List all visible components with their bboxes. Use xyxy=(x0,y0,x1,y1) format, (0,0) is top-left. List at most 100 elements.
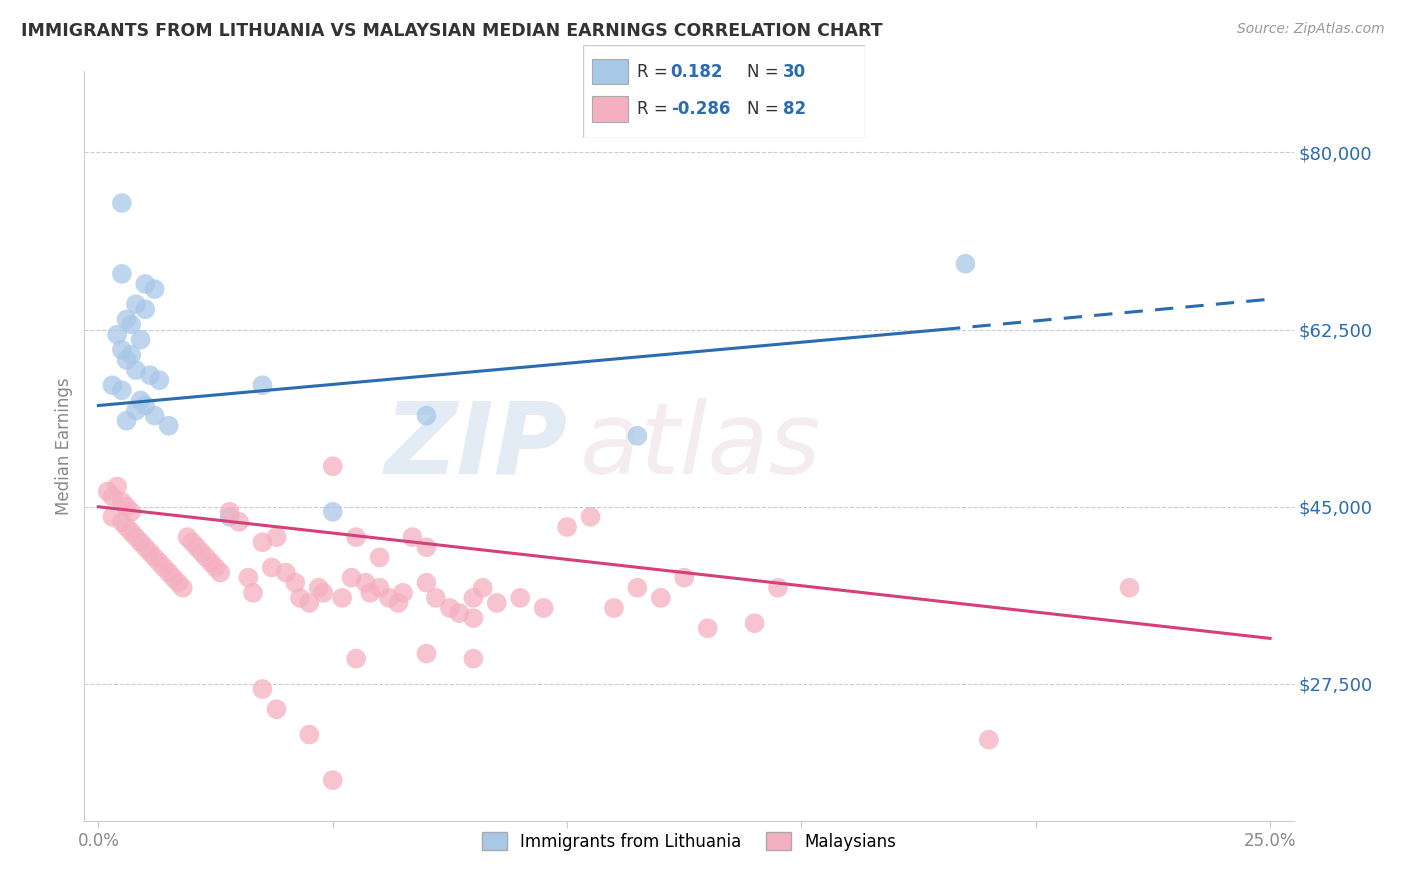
Text: ZIP: ZIP xyxy=(385,398,568,494)
Point xyxy=(425,591,447,605)
Point xyxy=(195,550,218,565)
Point xyxy=(218,505,240,519)
Point xyxy=(322,505,344,519)
Point xyxy=(322,459,344,474)
Text: 30: 30 xyxy=(783,62,806,80)
Point xyxy=(162,571,184,585)
Point xyxy=(673,571,696,585)
Point xyxy=(252,535,274,549)
Point xyxy=(204,560,226,574)
Point xyxy=(200,556,222,570)
Text: N =: N = xyxy=(747,100,783,118)
Point xyxy=(977,732,1000,747)
Point xyxy=(298,728,321,742)
Point xyxy=(157,566,180,580)
Point xyxy=(157,418,180,433)
Point xyxy=(120,348,142,362)
Point xyxy=(415,541,437,555)
Point xyxy=(218,509,240,524)
Point xyxy=(650,591,672,605)
Point xyxy=(105,479,128,493)
Point xyxy=(129,333,152,347)
Point xyxy=(401,530,423,544)
Point xyxy=(322,773,344,788)
Point xyxy=(463,651,485,665)
Point xyxy=(186,541,208,555)
Point xyxy=(209,566,232,580)
Point xyxy=(111,343,134,357)
Point xyxy=(449,606,471,620)
Point xyxy=(354,575,377,590)
Point xyxy=(344,651,367,665)
Point xyxy=(115,500,138,514)
FancyBboxPatch shape xyxy=(583,45,865,138)
Point xyxy=(134,399,156,413)
Point xyxy=(1118,581,1140,595)
Point xyxy=(509,591,531,605)
Point xyxy=(626,429,648,443)
Point xyxy=(533,601,555,615)
Text: 82: 82 xyxy=(783,100,806,118)
Point xyxy=(111,267,134,281)
Point xyxy=(308,581,330,595)
Point xyxy=(744,616,766,631)
Point xyxy=(463,611,485,625)
Point xyxy=(392,586,415,600)
Point xyxy=(134,302,156,317)
Point xyxy=(368,550,391,565)
Text: R =: R = xyxy=(637,100,673,118)
Point xyxy=(260,560,283,574)
Point xyxy=(181,535,204,549)
Point xyxy=(143,550,166,565)
Point xyxy=(288,591,311,605)
Point xyxy=(125,363,148,377)
Point xyxy=(101,509,124,524)
Text: 0.182: 0.182 xyxy=(671,62,723,80)
Legend: Immigrants from Lithuania, Malaysians: Immigrants from Lithuania, Malaysians xyxy=(475,826,903,857)
Point xyxy=(115,520,138,534)
Point xyxy=(97,484,120,499)
Point xyxy=(172,581,194,595)
Point xyxy=(148,556,170,570)
Point xyxy=(120,524,142,539)
Point xyxy=(555,520,578,534)
Point xyxy=(955,257,977,271)
Point xyxy=(148,373,170,387)
Point xyxy=(153,560,176,574)
Text: N =: N = xyxy=(747,62,783,80)
Point xyxy=(115,414,138,428)
Point xyxy=(579,509,602,524)
Point xyxy=(115,312,138,326)
Point xyxy=(274,566,297,580)
Point xyxy=(167,575,190,590)
Point xyxy=(463,591,485,605)
Point xyxy=(115,353,138,368)
Point xyxy=(129,535,152,549)
Point xyxy=(344,530,367,544)
Point xyxy=(368,581,391,595)
Point xyxy=(312,586,335,600)
Text: IMMIGRANTS FROM LITHUANIA VS MALAYSIAN MEDIAN EARNINGS CORRELATION CHART: IMMIGRANTS FROM LITHUANIA VS MALAYSIAN M… xyxy=(21,22,883,40)
Point xyxy=(330,591,353,605)
Point xyxy=(101,378,124,392)
Point xyxy=(105,327,128,342)
Point xyxy=(415,409,437,423)
Point xyxy=(111,384,134,398)
Point xyxy=(252,378,274,392)
Point xyxy=(378,591,401,605)
Point xyxy=(120,318,142,332)
Point xyxy=(696,621,718,635)
Point xyxy=(485,596,508,610)
Bar xyxy=(592,59,628,85)
Point xyxy=(603,601,626,615)
Point xyxy=(228,515,250,529)
Point xyxy=(387,596,409,610)
Point xyxy=(252,681,274,696)
Point xyxy=(298,596,321,610)
Point xyxy=(439,601,461,615)
Point xyxy=(111,196,134,211)
Y-axis label: Median Earnings: Median Earnings xyxy=(55,377,73,515)
Text: -0.286: -0.286 xyxy=(671,100,730,118)
Point xyxy=(266,530,288,544)
Point xyxy=(340,571,363,585)
